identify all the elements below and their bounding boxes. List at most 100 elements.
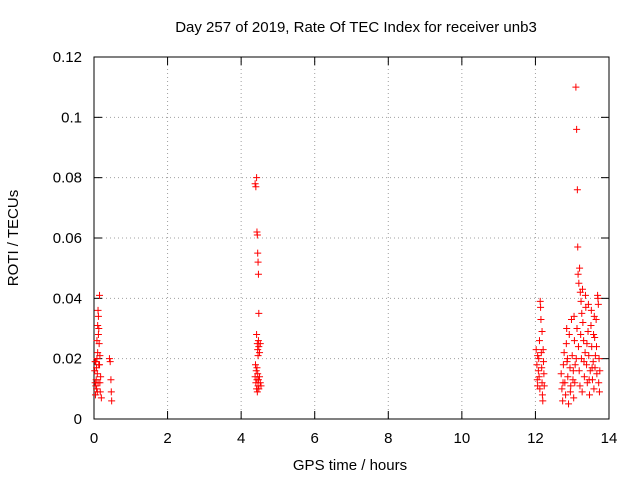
grid-lines (94, 57, 609, 419)
data-point (108, 397, 116, 405)
data-point (595, 388, 603, 396)
data-point (580, 337, 588, 345)
data-point (580, 358, 588, 366)
data-point (590, 331, 598, 339)
data-point (94, 379, 102, 387)
data-point (539, 346, 547, 354)
data-point (585, 376, 593, 384)
data-point (257, 382, 265, 390)
data-point (568, 352, 576, 360)
data-point (256, 340, 264, 348)
data-point (580, 373, 588, 381)
data-point (595, 355, 603, 363)
y-tick-label: 0.06 (53, 230, 82, 247)
data-point (538, 364, 546, 372)
data-point (254, 258, 262, 266)
data-point (583, 340, 591, 348)
data-point (534, 352, 542, 360)
data-point (583, 379, 591, 387)
data-point (576, 264, 584, 272)
y-tick-label: 0.12 (53, 49, 82, 66)
data-point (537, 315, 545, 323)
data-point (592, 315, 600, 323)
data-point (587, 306, 595, 314)
data-point (254, 346, 262, 354)
data-point (590, 385, 598, 393)
data-point (94, 331, 102, 339)
data-point (589, 358, 597, 366)
data-point (252, 183, 260, 191)
data-point (567, 382, 575, 390)
data-point (94, 321, 102, 329)
data-point (253, 388, 261, 396)
data-point (572, 355, 580, 363)
data-point (97, 373, 105, 381)
data-point (534, 367, 542, 375)
data-point (573, 186, 581, 194)
data-point (94, 312, 102, 320)
data-points (91, 83, 604, 408)
data-point (570, 394, 578, 402)
data-point (572, 83, 580, 91)
data-point (573, 125, 581, 133)
data-point (253, 231, 261, 239)
data-point (535, 337, 543, 345)
data-point (574, 270, 582, 278)
data-point (536, 385, 544, 393)
data-point (95, 361, 103, 369)
data-point (564, 373, 572, 381)
data-point (585, 352, 593, 360)
plot-area-frame (93, 56, 610, 420)
data-point (559, 361, 567, 369)
data-point (537, 349, 545, 357)
y-tick-label: 0.08 (53, 170, 82, 187)
data-point (255, 343, 263, 351)
y-tick-label: 0.1 (61, 109, 82, 126)
data-point (562, 340, 570, 348)
data-point (586, 391, 594, 399)
data-point (105, 355, 113, 363)
data-point (565, 331, 573, 339)
data-point (557, 370, 565, 378)
data-point (253, 331, 261, 339)
y-tick-label: 0.04 (53, 290, 82, 307)
data-point (533, 361, 541, 369)
data-point (533, 376, 541, 384)
data-point (253, 364, 261, 372)
data-point (570, 312, 578, 320)
data-point (569, 367, 577, 375)
data-point (535, 355, 543, 363)
y-tick-label: 0.02 (53, 351, 82, 368)
data-point (254, 337, 262, 345)
data-point (577, 331, 585, 339)
data-point (93, 385, 101, 393)
data-point (97, 394, 105, 402)
data-point (540, 358, 548, 366)
data-point (591, 352, 599, 360)
data-point (93, 370, 101, 378)
x-tick-label: 14 (601, 430, 618, 447)
data-point (256, 349, 264, 357)
data-point (94, 306, 102, 314)
data-point (584, 300, 592, 308)
data-point (590, 312, 598, 320)
data-point (559, 379, 567, 387)
data-point (254, 352, 262, 360)
data-point (578, 309, 586, 317)
data-point (587, 321, 595, 329)
data-point (251, 180, 259, 188)
x-tick-label: 2 (163, 430, 171, 447)
data-point (107, 376, 115, 384)
data-point (255, 309, 263, 317)
y-axis-label: ROTI / TECUs (5, 190, 22, 286)
data-point (566, 388, 574, 396)
data-point (93, 337, 101, 345)
data-point (252, 367, 260, 375)
data-point (535, 373, 543, 381)
data-point (579, 318, 587, 326)
x-tick-label: 10 (454, 430, 471, 447)
data-point (558, 385, 566, 393)
data-point (581, 349, 589, 357)
data-point (91, 358, 99, 366)
x-tick-label: 0 (90, 430, 98, 447)
